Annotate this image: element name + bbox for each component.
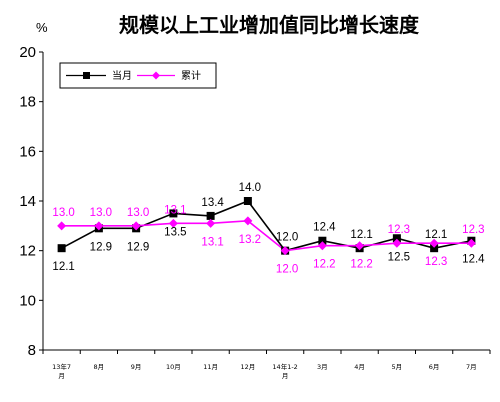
chart-title: 规模以上工业增加值同比增长速度 bbox=[119, 13, 420, 37]
x-tick-label: 7月 bbox=[466, 363, 477, 371]
data-point bbox=[168, 218, 178, 228]
data-label: 12.0 bbox=[276, 232, 298, 244]
data-point bbox=[317, 241, 327, 251]
data-label: 12.2 bbox=[350, 259, 372, 271]
data-label: 13.2 bbox=[239, 234, 261, 246]
data-label: 13.0 bbox=[127, 207, 149, 219]
data-label: 13.1 bbox=[201, 236, 223, 248]
data-point bbox=[243, 197, 252, 205]
data-label: 13.0 bbox=[52, 207, 74, 219]
data-point bbox=[466, 238, 476, 248]
data-label: 12.1 bbox=[425, 229, 447, 241]
data-label: 13.5 bbox=[164, 226, 186, 238]
data-label: 14.0 bbox=[239, 182, 261, 194]
data-label: 13.4 bbox=[201, 197, 224, 209]
series-line-1 bbox=[61, 200, 472, 252]
data-label: 12.1 bbox=[52, 261, 74, 273]
x-tick-label: 14年1-2 月 bbox=[272, 362, 297, 380]
legend-marker-series-1 bbox=[83, 72, 90, 79]
legend-marker-series-2 bbox=[152, 71, 160, 80]
data-label: 12.3 bbox=[425, 256, 447, 268]
data-point bbox=[243, 216, 253, 226]
data-label: 12.0 bbox=[276, 264, 298, 276]
data-point bbox=[392, 238, 402, 248]
y-tick-label: 10 bbox=[19, 292, 36, 309]
y-tick-label: 16 bbox=[19, 143, 36, 160]
legend-label-series-2: 累计 bbox=[181, 69, 201, 82]
data-point bbox=[392, 234, 401, 243]
x-tick-label: 5月 bbox=[392, 363, 403, 371]
data-point bbox=[318, 236, 327, 245]
y-tick-label: 12 bbox=[19, 243, 36, 260]
legend: 当月 累计 bbox=[59, 62, 217, 89]
data-point bbox=[206, 211, 215, 220]
data-label: 12.5 bbox=[388, 251, 410, 263]
data-point bbox=[94, 221, 104, 231]
x-tick-label: 13年7 月 bbox=[52, 362, 71, 380]
data-label: 12.4 bbox=[462, 254, 485, 266]
data-label: 12.1 bbox=[350, 229, 372, 241]
y-tick-label: 14 bbox=[19, 193, 36, 210]
y-tick-label: 18 bbox=[19, 94, 36, 111]
x-tick-label: 10月 bbox=[166, 363, 181, 371]
data-point bbox=[355, 241, 365, 251]
data-point bbox=[280, 246, 290, 256]
data-label: 12.9 bbox=[90, 241, 112, 253]
data-label: 13.0 bbox=[90, 207, 112, 219]
legend-label-series-1: 当月 bbox=[112, 69, 132, 82]
data-point bbox=[57, 244, 66, 253]
x-tick-label: 6月 bbox=[429, 363, 440, 371]
x-tick-label: 8月 bbox=[94, 363, 105, 371]
data-point bbox=[131, 221, 141, 231]
data-label: 12.3 bbox=[462, 224, 484, 236]
data-point bbox=[206, 218, 216, 228]
y-tick-label: 20 bbox=[19, 44, 36, 61]
data-label: 12.4 bbox=[313, 222, 336, 234]
x-tick-label: 9月 bbox=[131, 363, 142, 371]
data-point bbox=[169, 209, 178, 218]
x-tick-label: 4月 bbox=[354, 363, 365, 371]
data-point bbox=[430, 244, 439, 253]
data-label: 13.1 bbox=[164, 204, 186, 216]
y-axis-unit: % bbox=[36, 20, 48, 35]
series-line-2 bbox=[61, 220, 472, 252]
data-point bbox=[57, 221, 67, 231]
data-label: 12.9 bbox=[127, 241, 149, 253]
x-tick-label: 12月 bbox=[240, 363, 255, 371]
y-tick-label: 8 bbox=[28, 342, 36, 359]
data-label: 12.3 bbox=[388, 224, 410, 236]
x-tick-label: 11月 bbox=[203, 363, 218, 371]
data-label: 12.2 bbox=[313, 259, 335, 271]
data-point bbox=[429, 238, 439, 248]
x-tick-label: 3月 bbox=[317, 363, 328, 371]
